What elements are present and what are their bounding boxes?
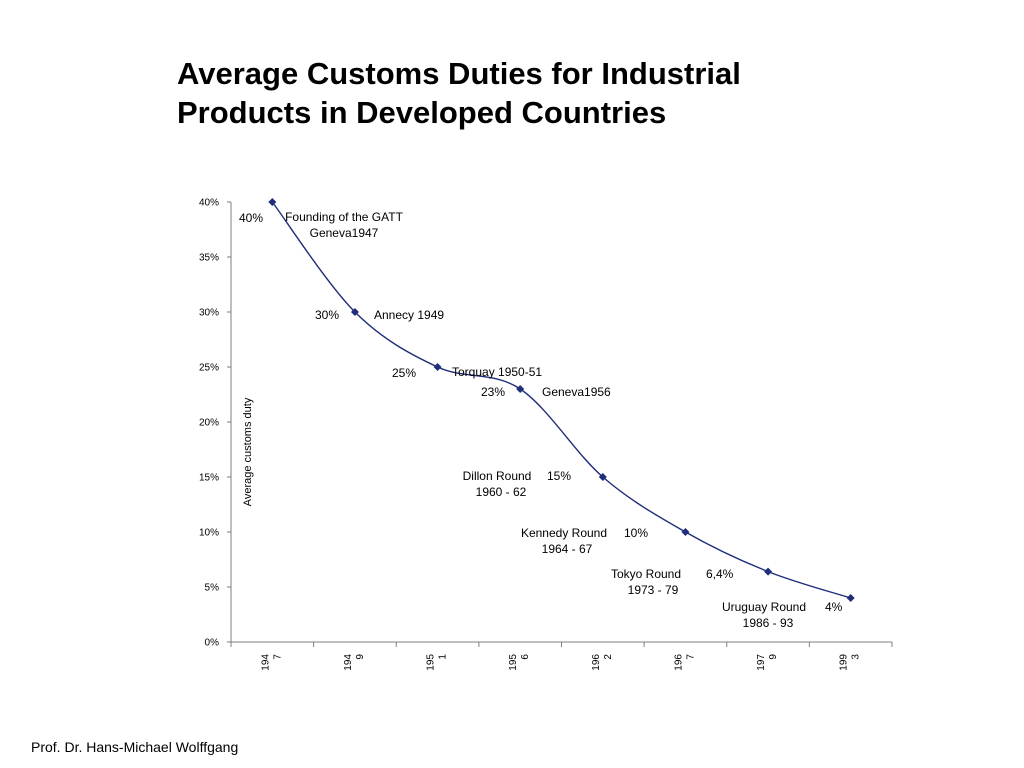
data-point-marker — [764, 567, 773, 576]
footer-author: Prof. Dr. Hans-Michael Wolffgang — [31, 739, 239, 755]
annotation-percent: 15% — [547, 469, 571, 483]
data-point-marker — [516, 385, 525, 393]
y-tick-label: 35% — [199, 253, 219, 264]
x-tick-label: 195 — [508, 654, 519, 671]
annotation-percent: 6,4% — [706, 567, 734, 581]
annotation-label: Uruguay Round — [722, 600, 806, 614]
y-tick-label: 15% — [199, 473, 219, 484]
annotation-label: 1986 - 93 — [743, 616, 794, 630]
slide-title: Average Customs Duties for Industrial Pr… — [177, 54, 877, 132]
point-annotations: 40% Founding of the GATT Geneva1947 30% Anne… — [239, 210, 843, 630]
data-point-marker — [268, 198, 277, 206]
y-tick-label: 20% — [199, 418, 219, 429]
x-tick-label: 1 — [438, 654, 449, 660]
annotation-label: Annecy 1949 — [374, 308, 444, 322]
y-tick-label: 30% — [199, 308, 219, 319]
x-tick-label: 196 — [673, 654, 684, 671]
customs-duty-line-chart: 0%5%10%15%20%25%30%35%40% 194 7 194 9 195 1 19… — [199, 198, 893, 671]
data-point-marker — [681, 528, 690, 536]
annotation-label: Torquay 1950-51 — [452, 365, 542, 379]
annotation-percent: 10% — [624, 526, 648, 540]
annotation-label: Tokyo Round — [611, 567, 681, 581]
x-tick-label: 195 — [426, 654, 437, 671]
x-tick-label: 2 — [603, 654, 614, 660]
annotation-percent: 25% — [392, 366, 416, 380]
annotation-label: Dillon Round — [463, 469, 532, 483]
y-tick-label: 10% — [199, 528, 219, 539]
annotation-percent: 30% — [315, 308, 339, 322]
annotation-label: Geneva1956 — [542, 385, 611, 399]
x-tick-label: 199 — [839, 654, 850, 671]
annotation-label: 1973 - 79 — [628, 583, 679, 597]
x-tick-label: 9 — [355, 654, 366, 660]
data-point-marker — [846, 594, 855, 602]
x-tick-label: 6 — [520, 654, 531, 660]
slide-title-line-1: Average Customs Duties for Industrial — [177, 56, 741, 91]
x-tick-label: 197 — [756, 654, 767, 671]
annotation-label: 1964 - 67 — [542, 542, 593, 556]
y-axis: 0% 5% 10% 15% 20% 25% 30% 35% 40% — [199, 198, 232, 649]
annotation-label: Founding of the GATT — [285, 210, 404, 224]
y-tick-label: 40% — [199, 198, 219, 209]
x-tick-label: 194 — [260, 654, 271, 671]
annotation-label: Geneva1947 — [310, 226, 379, 240]
y-tick-label: 5% — [205, 583, 220, 594]
annotation-percent: 23% — [481, 385, 505, 399]
x-tick-label: 9 — [768, 654, 779, 660]
x-tick-label: 7 — [685, 654, 696, 660]
x-tick-label: 7 — [272, 654, 283, 660]
y-tick-label: 25% — [199, 363, 219, 374]
x-tick-label: 3 — [851, 654, 862, 660]
annotation-percent: 4% — [825, 600, 843, 614]
data-point-marker — [350, 308, 359, 316]
slide-title-line-2: Products in Developed Countries — [177, 95, 667, 130]
annotation-percent: 40% — [239, 211, 263, 225]
y-axis-title: Average customs duty — [242, 397, 254, 506]
data-point-marker — [598, 473, 607, 481]
annotation-label: Kennedy Round — [521, 526, 607, 540]
y-tick-label: 0% — [205, 638, 220, 649]
annotation-label: 1960 - 62 — [476, 485, 527, 499]
x-tick-label: 194 — [343, 654, 354, 671]
x-tick-label: 196 — [591, 654, 602, 671]
data-point-marker — [433, 363, 442, 371]
data-markers — [268, 198, 855, 602]
x-axis: 194 7 194 9 195 1 195 6 196 2 196 7 197 9 199 3 — [230, 641, 893, 671]
